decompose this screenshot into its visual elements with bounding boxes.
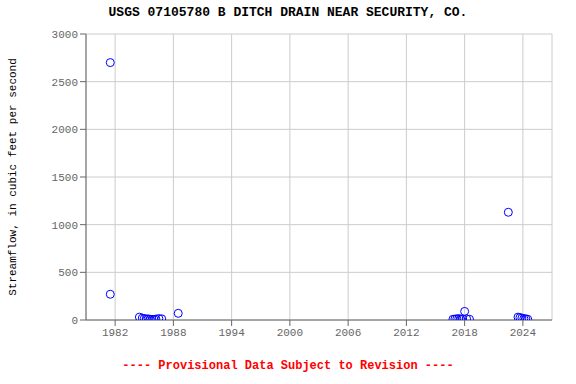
svg-text:3000: 3000 xyxy=(52,29,78,41)
svg-text:1988: 1988 xyxy=(160,327,186,339)
svg-text:1994: 1994 xyxy=(218,327,245,339)
svg-text:Streamflow, in cubic feet per: Streamflow, in cubic feet per second xyxy=(7,58,19,296)
svg-text:2006: 2006 xyxy=(335,327,361,339)
svg-text:500: 500 xyxy=(58,267,78,279)
svg-text:2012: 2012 xyxy=(393,327,419,339)
svg-text:2000: 2000 xyxy=(277,327,303,339)
svg-text:0: 0 xyxy=(71,315,78,327)
html-text:---- Provisional Data Subject: ---- Provisional Data Subject to Revisio… xyxy=(122,359,454,373)
svg-text:2018: 2018 xyxy=(451,327,477,339)
svg-text:1982: 1982 xyxy=(102,327,128,339)
svg-text:1500: 1500 xyxy=(52,172,78,184)
svg-text:2500: 2500 xyxy=(52,77,78,89)
html-text:USGS 07105780 B DITCH DRAIN NE: USGS 07105780 B DITCH DRAIN NEAR SECURIT… xyxy=(108,5,468,20)
svg-text:2024: 2024 xyxy=(510,327,537,339)
svg-text:2000: 2000 xyxy=(52,124,78,136)
svg-text:1000: 1000 xyxy=(52,220,78,232)
